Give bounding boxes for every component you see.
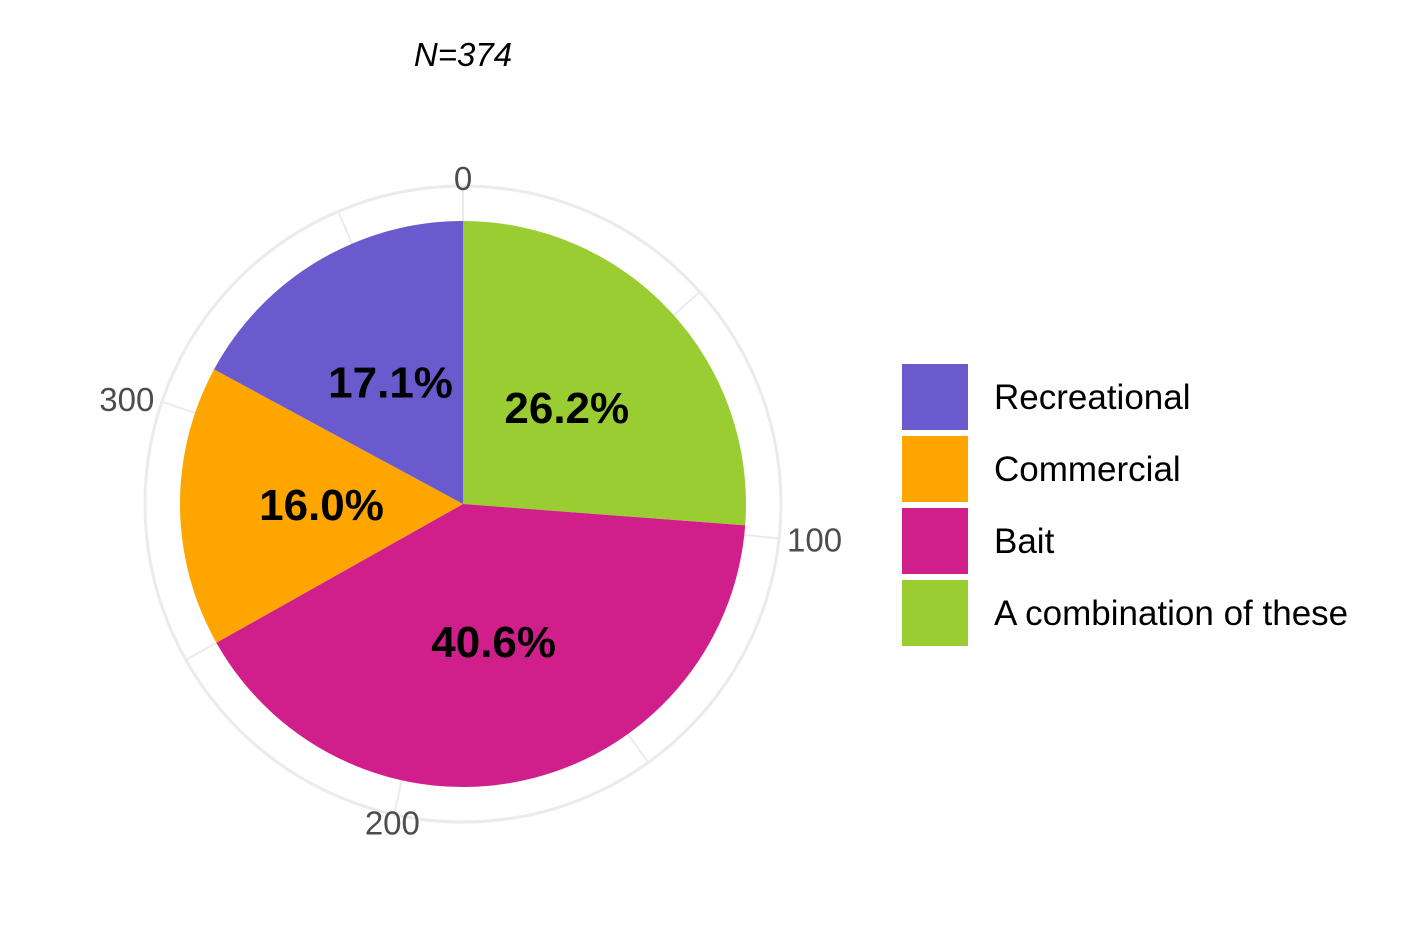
legend-label-commercial: Commercial	[994, 450, 1181, 489]
pie-slice-commercial	[180, 369, 463, 643]
axis-tick-label: 300	[99, 381, 154, 418]
axis-ticks: 0 100 200 300	[99, 160, 842, 841]
pie-slice-a-combination-of-these	[463, 221, 746, 526]
slice-label-a-combination-of-these: 26.2%	[504, 384, 629, 433]
slice-label-recreational: 17.1%	[328, 358, 453, 407]
legend-label-recreational: Recreational	[994, 378, 1191, 417]
legend: Recreational Commercial Bait A combination …	[902, 364, 1348, 646]
axis-tick-label: 100	[787, 522, 842, 559]
legend-label-a-combination-of-these: A combination of these	[994, 594, 1348, 633]
chart-subtitle: N=374	[414, 36, 512, 73]
pie-slices	[180, 221, 746, 787]
slice-labels: 26.2% 40.6% 16.0% 17.1%	[259, 358, 629, 667]
slice-label-bait: 40.6%	[431, 618, 556, 667]
axis-tick-label: 200	[365, 804, 420, 841]
slice-label-commercial: 16.0%	[259, 481, 384, 530]
legend-key-recreational	[902, 364, 968, 430]
legend-key-bait	[902, 508, 968, 574]
pie-slice-recreational	[214, 221, 463, 504]
legend-key-commercial	[902, 436, 968, 502]
axis-tick-label: 0	[454, 160, 472, 197]
pie-slice-bait	[216, 504, 746, 787]
legend-key-a-combination-of-these	[902, 580, 968, 646]
legend-label-bait: Bait	[994, 522, 1055, 561]
